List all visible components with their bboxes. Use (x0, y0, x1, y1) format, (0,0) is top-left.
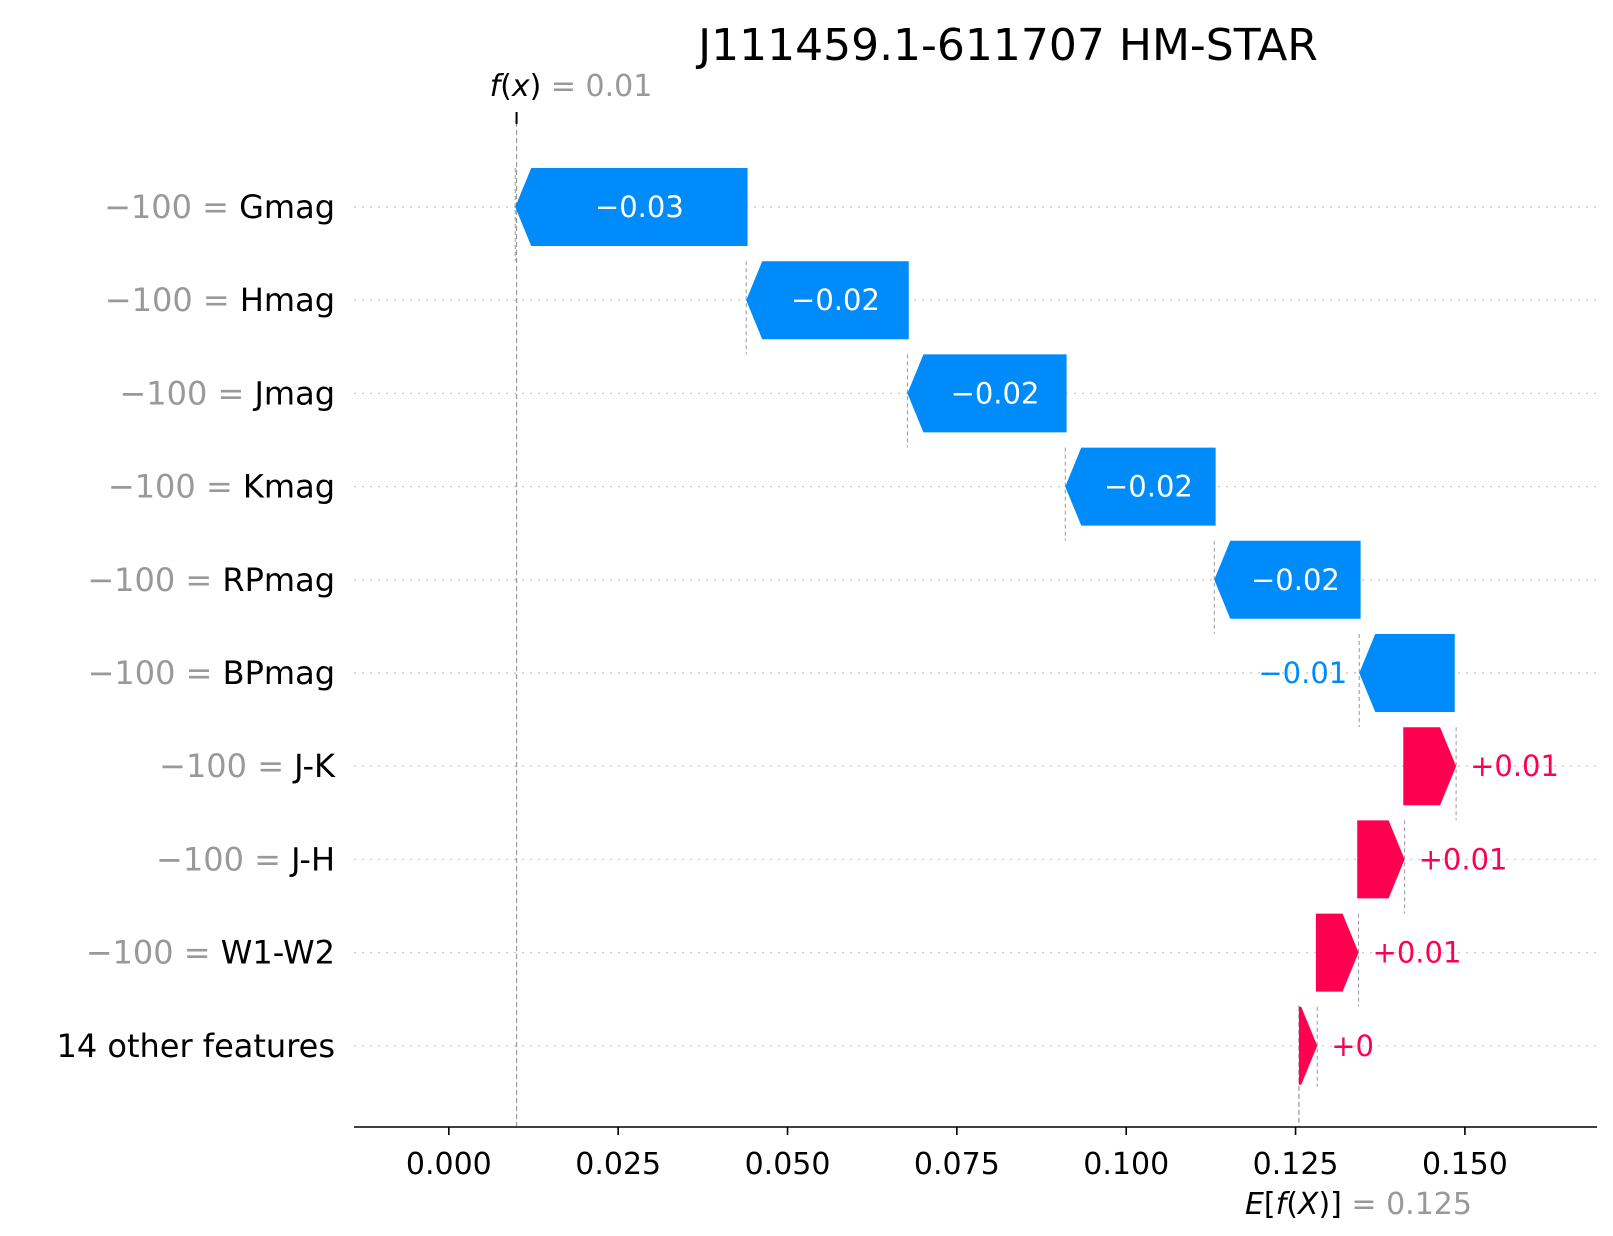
feature-name: W1-W2 (221, 934, 335, 972)
x-tick-label: 0.125 (1253, 1147, 1339, 1182)
feature-name: Hmag (240, 281, 335, 319)
feature-value: −100 = (104, 188, 239, 226)
x-axis: 0.000 0.025 0.050 0.075 0.100 0.125 0.150 (354, 1126, 1597, 1182)
feature-name: J-H (289, 840, 335, 878)
waterfall-bar (1214, 540, 1361, 619)
waterfall-bar (1359, 634, 1455, 712)
feature-name: Jmag (252, 374, 335, 412)
grid-lines (354, 206, 1597, 1047)
bar-value-label: +0 (1331, 1029, 1374, 1063)
waterfall-bar (746, 261, 909, 340)
chart-title: J111459.1-611707 HM-STAR (695, 20, 1318, 71)
feature-value: −100 = (88, 654, 223, 692)
fx-paren-close: ) (530, 69, 542, 104)
efx-label-var: X (1296, 1187, 1320, 1222)
feature-name: J-K (292, 747, 336, 785)
x-tick-label: 0.000 (406, 1147, 492, 1182)
bar-value-label: +0.01 (1470, 749, 1559, 783)
efx-paren-open: ( (1286, 1187, 1298, 1222)
feature-labels: −100 = Gmag−100 = Hmag−100 = Jmag−100 = … (56, 188, 336, 1065)
feature-name: RPmag (222, 561, 335, 599)
efx-paren-close: )] (1318, 1187, 1341, 1222)
feature-name: Gmag (239, 188, 335, 226)
waterfall-bar (1357, 820, 1405, 899)
bar-value-label: −0.01 (1258, 656, 1347, 690)
feature-value: −100 = (156, 840, 291, 878)
bar-value-label: −0.02 (791, 283, 880, 317)
feature-value: −100 = (108, 468, 243, 506)
fx-paren-open: ( (500, 69, 512, 104)
bar-value-label: −0.02 (951, 376, 1040, 410)
annotations: f(x) = 0.01 E[f(X)] = 0.125 (490, 69, 1472, 1222)
bar-value-label: −0.02 (1104, 470, 1193, 504)
efx-bracket-open: [ (1264, 1187, 1276, 1222)
expected-value-annotation: E[f(X)] = 0.125 (1245, 1187, 1472, 1222)
waterfall-bar (515, 168, 748, 246)
feature-label: −100 = Jmag (119, 374, 335, 412)
waterfall-bar (1298, 1006, 1318, 1085)
bar-value-label: +0.01 (1419, 842, 1508, 876)
feature-label: −100 = BPmag (88, 654, 335, 692)
feature-value: −100 = (86, 934, 221, 972)
fx-value: = 0.01 (541, 69, 652, 104)
fx-label-var: x (511, 69, 530, 104)
feature-label: −100 = J-K (159, 747, 336, 785)
efx-value: = 0.125 (1342, 1187, 1472, 1222)
x-tick-label: 0.100 (1083, 1147, 1169, 1182)
x-tick-label: 0.025 (575, 1147, 661, 1182)
x-tick-label: 0.150 (1422, 1147, 1508, 1182)
feature-name: BPmag (223, 654, 335, 692)
waterfall-bar (1403, 727, 1457, 806)
x-tick-label: 0.075 (914, 1147, 1000, 1182)
x-tick-label: 0.050 (745, 1147, 831, 1182)
feature-label: −100 = Hmag (105, 281, 335, 319)
feature-label: −100 = W1-W2 (86, 934, 335, 972)
feature-label: −100 = J-H (156, 840, 335, 878)
bar-value-label: −0.03 (595, 190, 684, 224)
connector-lines (514, 112, 1457, 1127)
bar-value-label: −0.02 (1251, 563, 1340, 597)
feature-value: −100 = (119, 374, 254, 412)
bar-value-label: +0.01 (1373, 936, 1462, 970)
waterfall-bar (1315, 913, 1359, 992)
waterfall-bar (907, 354, 1067, 433)
feature-name: Kmag (243, 468, 335, 506)
bars: −0.03 −0.02 −0.02 −0.02 −0.02 −0.01 +0.01 +0.01… (515, 168, 1559, 1085)
feature-name: 14 other features (56, 1027, 335, 1065)
waterfall-bar (1065, 447, 1216, 526)
feature-label: −100 = Gmag (104, 188, 335, 226)
feature-value: −100 = (105, 281, 240, 319)
feature-label: 14 other features (56, 1027, 335, 1065)
feature-label: −100 = RPmag (87, 561, 335, 599)
feature-value: −100 = (159, 747, 294, 785)
feature-value: −100 = (87, 561, 222, 599)
efx-label-e: E (1245, 1187, 1264, 1222)
fx-annotation: f(x) = 0.01 (490, 69, 653, 104)
feature-label: −100 = Kmag (108, 468, 335, 506)
